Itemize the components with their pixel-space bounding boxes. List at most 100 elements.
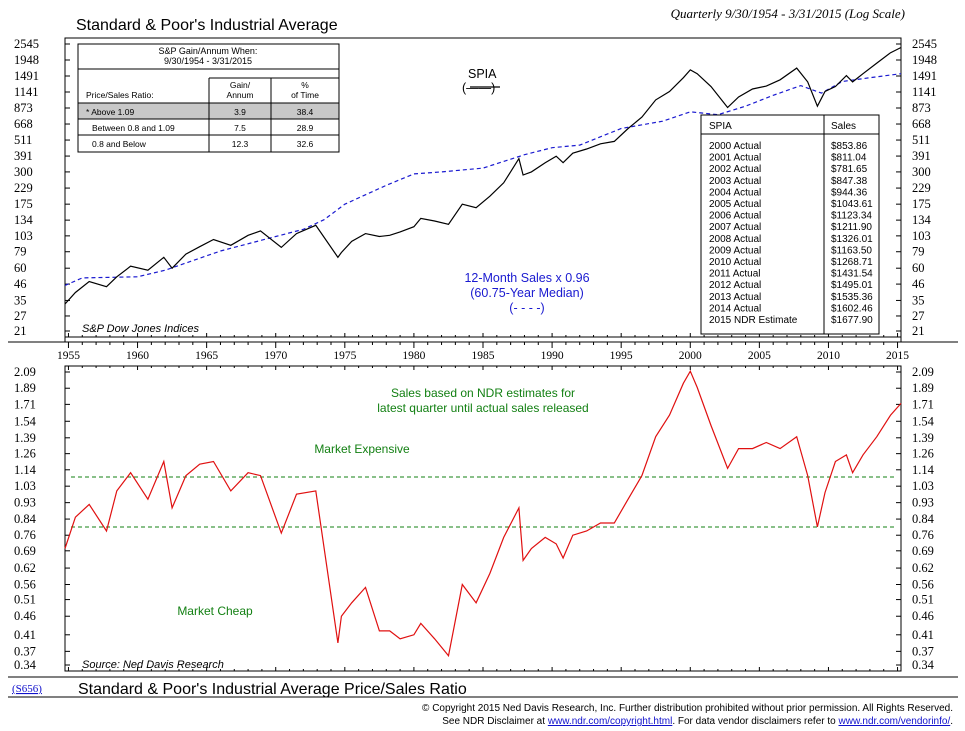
lower-y-tick-label-left: 0.46: [14, 609, 36, 623]
sales-table-year: 2011 Actual: [709, 269, 761, 280]
gain-table-row: 0.8 and Below 12.3 32.6: [92, 139, 314, 149]
x-tick-label: 1975: [333, 350, 356, 362]
disclaimer-notice: See NDR Disclaimer at www.ndr.com/copyri…: [442, 716, 953, 727]
upper-y-tick-label-left: 873: [14, 101, 33, 115]
gain-table-row-label: Between 0.8 and 1.09: [92, 123, 175, 133]
vendor-info-link[interactable]: www.ndr.com/vendorinfo/: [838, 716, 951, 727]
x-tick-label: 1985: [472, 350, 495, 362]
upper-y-tick-label-right: 300: [912, 165, 931, 179]
lower-y-axis: 2.09 2.09 1.89 1.89 1.71 1.71 1.54 1.54 1.39 1.39…: [14, 365, 935, 672]
chart-code-link[interactable]: (S656): [12, 683, 42, 695]
lower-y-tick-label-left: 0.56: [14, 577, 36, 591]
upper-y-tick-label-right: 21: [912, 324, 925, 338]
sales-table-year: 2012 Actual: [709, 280, 761, 291]
lower-y-tick-label-left: 0.69: [14, 544, 36, 558]
annotation-ndr-estimates-line2: latest quarter until actual sales releas…: [377, 401, 588, 415]
gain-table-row-gain: 12.3: [232, 139, 249, 149]
lower-y-tick-label-left: 0.41: [14, 628, 36, 642]
chart-subtitle: Quarterly 9/30/1954 - 3/31/2015 (Log Sca…: [671, 6, 905, 21]
upper-y-tick-label-right: 27: [912, 309, 925, 323]
gain-table-col-gain-2: Annum: [227, 90, 254, 100]
lower-y-tick-label-right: 0.84: [912, 512, 935, 526]
lower-y-tick-label-right: 1.14: [912, 463, 935, 477]
sales-table-value: $781.65: [831, 164, 868, 175]
sales-table-value: $1163.50: [831, 245, 872, 256]
upper-y-tick-label-right: 134: [912, 213, 932, 227]
sales-table-row: 2014 Actual $1602.46: [709, 303, 873, 314]
upper-source-label: S&P Dow Jones Indices: [82, 323, 199, 335]
gain-table-title: S&P Gain/Annum When:: [159, 46, 258, 56]
lower-y-tick-label-right: 1.39: [912, 431, 934, 445]
sales-table-year: 2004 Actual: [709, 187, 761, 198]
sales-table-value: $1535.36: [831, 292, 873, 303]
upper-y-tick-label-right: 391: [912, 149, 931, 163]
upper-y-tick-label-right: 175: [912, 197, 931, 211]
upper-y-tick-label-left: 1948: [14, 53, 39, 67]
lower-y-tick-label-right: 1.03: [912, 479, 934, 493]
annotation-market-cheap: Market Cheap: [177, 604, 253, 618]
upper-y-tick-label-left: 46: [14, 277, 27, 291]
upper-y-tick-label-left: 21: [14, 324, 27, 338]
upper-y-tick-label-left: 1491: [14, 69, 39, 83]
gain-table-row-pct: 38.4: [297, 107, 314, 117]
sales-table-value: $1495.01: [831, 280, 873, 291]
sales-table-year: 2005 Actual: [709, 199, 761, 210]
sales-table-value: $1677.90: [831, 315, 873, 326]
lower-y-tick-label-right: 0.76: [912, 528, 934, 542]
x-tick-label: 1990: [541, 350, 564, 362]
sales-table-year: 2008 Actual: [709, 234, 761, 245]
sales-table-year: 2013 Actual: [709, 292, 761, 303]
sales-table-row: 2008 Actual $1326.01: [709, 234, 873, 245]
gain-table-row: Between 0.8 and 1.09 7.5 28.9: [92, 123, 314, 133]
upper-y-tick-label-left: 103: [14, 229, 33, 243]
gain-table-row-gain: 7.5: [234, 123, 246, 133]
copyright-link[interactable]: www.ndr.com/copyright.html: [547, 716, 673, 727]
upper-y-tick-label-left: 35: [14, 293, 27, 307]
lower-y-tick-label-left: 1.26: [14, 447, 36, 461]
lower-series: [64, 369, 902, 658]
legend-spia-symbol: (——): [462, 81, 495, 95]
sales-table-value: $853.86: [831, 141, 868, 152]
price-sales-ratio-line: [64, 369, 902, 658]
lower-y-tick-label-left: 1.89: [14, 381, 36, 395]
gain-table-col-pct-2: of Time: [291, 90, 319, 100]
upper-y-tick-label-left: 79: [14, 245, 27, 259]
sales-table-value: $811.04: [831, 153, 867, 164]
lower-y-tick-label-right: 1.54: [912, 414, 935, 428]
gain-table-col-pct-1: %: [301, 80, 309, 90]
gain-table-row: * Above 1.09 3.9 38.4: [86, 107, 314, 117]
upper-y-axis: 2545 2545 1948 1948 1491 1491 1141 1141 873 873 66…: [14, 37, 937, 338]
x-tick-label: 1960: [126, 350, 149, 362]
gain-table-period: 9/30/1954 - 3/31/2015: [164, 56, 252, 66]
sales-table-row: 2004 Actual $944.36: [709, 187, 868, 198]
x-tick-label: 2000: [679, 350, 702, 362]
lower-y-tick-label-right: 1.71: [912, 397, 934, 411]
gain-per-annum-table: S&P Gain/Annum When: 9/30/1954 - 3/31/20…: [77, 43, 340, 153]
upper-y-tick-label-right: 103: [912, 229, 931, 243]
sales-table-row: 2002 Actual $781.65: [709, 164, 868, 175]
upper-y-tick-label-right: 511: [912, 133, 930, 147]
x-tick-label: 1970: [264, 350, 287, 362]
legend-spia-label: SPIA: [468, 67, 497, 81]
sales-table-col-sales: Sales: [831, 121, 856, 132]
gain-table-row-pct: 32.6: [297, 139, 314, 149]
lower-y-tick-label-left: 0.34: [14, 658, 37, 672]
sales-table-row: 2007 Actual $1211.90: [709, 222, 872, 233]
upper-y-tick-label-right: 79: [912, 245, 925, 259]
upper-y-tick-label-right: 668: [912, 117, 931, 131]
x-tick-label: 1980: [402, 350, 425, 362]
upper-y-tick-label-right: 35: [912, 293, 925, 307]
sales-table-year: 2003 Actual: [709, 176, 761, 187]
x-tick-label: 2005: [748, 350, 771, 362]
lower-y-tick-label-left: 0.84: [14, 512, 37, 526]
sales-table-row: 2005 Actual $1043.61: [709, 199, 873, 210]
gain-table-row-gain: 3.9: [234, 107, 246, 117]
sales-table-row: 2011 Actual $1431.54: [709, 269, 873, 280]
legend-sales-label: 12-Month Sales x 0.96: [464, 271, 589, 285]
sales-table-value: $1123.34: [831, 211, 872, 222]
gain-table-row-label: * Above 1.09: [86, 107, 134, 117]
lower-y-tick-label-right: 0.37: [912, 644, 934, 658]
lower-y-tick-label-right: 0.41: [912, 628, 934, 642]
annotation-market-expensive: Market Expensive: [314, 442, 410, 456]
